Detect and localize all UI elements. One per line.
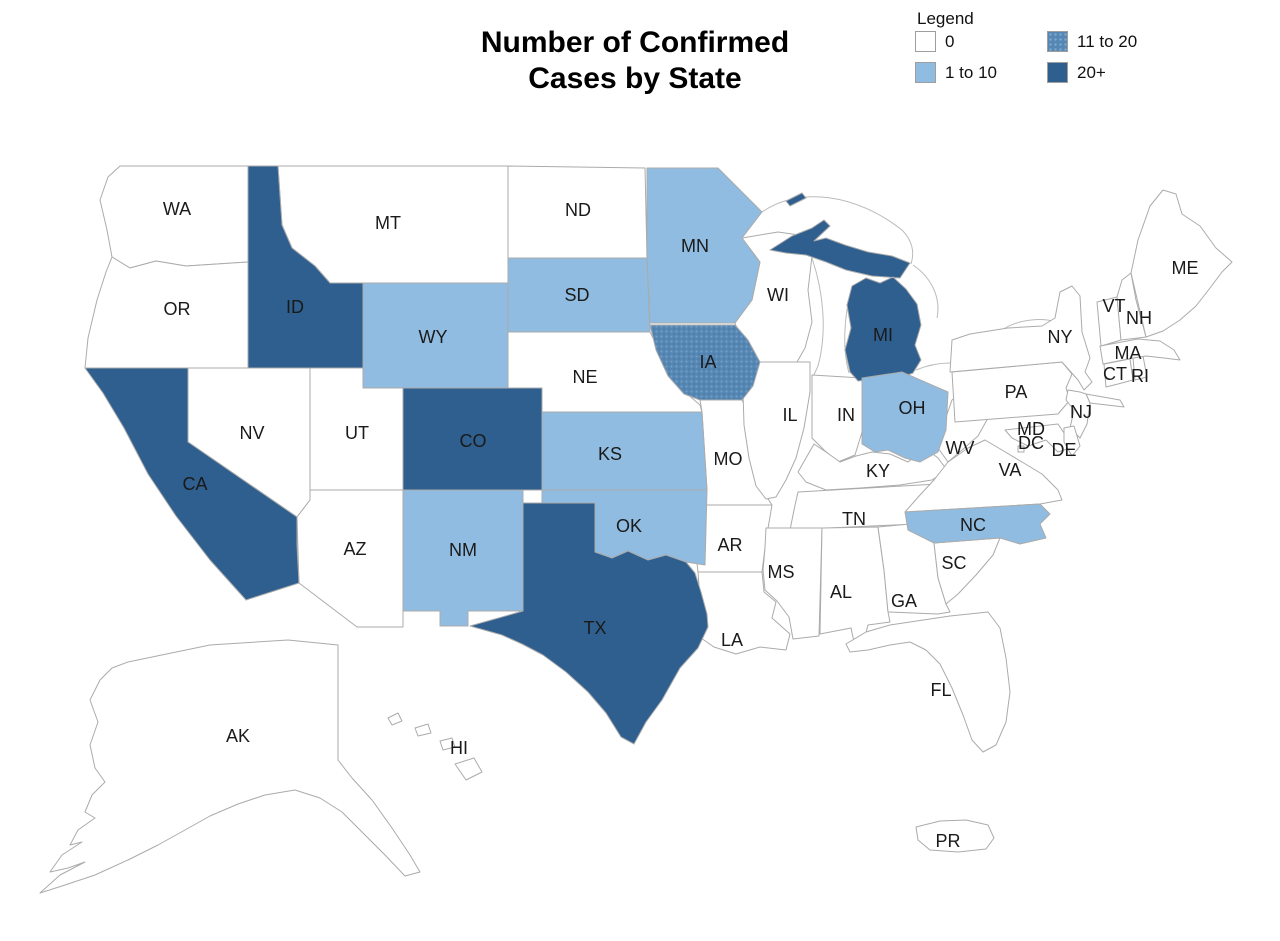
state-label-al: AL bbox=[830, 582, 852, 602]
lake-outline bbox=[912, 264, 939, 319]
legend-swatch bbox=[915, 31, 936, 52]
state-label-md: MD bbox=[1017, 419, 1045, 439]
legend-item-label: 20+ bbox=[1077, 62, 1106, 82]
legend-swatch bbox=[915, 62, 936, 83]
state-label-la: LA bbox=[721, 630, 743, 650]
state-nc[interactable] bbox=[904, 503, 1051, 545]
state-label-ca: CA bbox=[182, 474, 207, 494]
state-label-nj: NJ bbox=[1070, 402, 1092, 422]
state-de[interactable] bbox=[1063, 425, 1081, 457]
state-label-nc: NC bbox=[960, 515, 986, 535]
state-label-nm: NM bbox=[449, 540, 477, 560]
chart-title-line2: Cases by State bbox=[528, 62, 742, 95]
state-label-ny: NY bbox=[1047, 327, 1072, 347]
state-md[interactable] bbox=[1004, 423, 1071, 453]
chart-title-line1: Number of Confirmed bbox=[480, 26, 790, 59]
state-label-az: AZ bbox=[343, 539, 366, 559]
state-label-mn: MN bbox=[681, 236, 709, 256]
state-label-ar: AR bbox=[717, 535, 742, 555]
legend-swatch bbox=[1047, 31, 1068, 52]
legend-title: Legend bbox=[917, 9, 974, 28]
state-label-wv: WV bbox=[946, 438, 975, 458]
state-label-wa: WA bbox=[163, 199, 191, 219]
state-ma[interactable] bbox=[1099, 338, 1181, 365]
legend-item-0: 0 bbox=[915, 31, 954, 52]
legend-item-20-: 20+ bbox=[1047, 62, 1106, 83]
state-label-oh: OH bbox=[899, 398, 926, 418]
state-label-ks: KS bbox=[598, 444, 622, 464]
state-label-dc: DC bbox=[1018, 433, 1044, 453]
chart-title: Number of Confirmed Cases by State bbox=[335, 25, 935, 97]
legend-item-1-10: 1 to 10 bbox=[915, 62, 997, 83]
state-fl[interactable] bbox=[845, 611, 1011, 753]
state-label-nd: ND bbox=[565, 200, 591, 220]
state-oh[interactable] bbox=[861, 371, 949, 463]
state-label-tx: TX bbox=[583, 618, 606, 638]
state-sc[interactable] bbox=[933, 537, 1001, 605]
state-pr[interactable] bbox=[915, 819, 995, 853]
state-label-in: IN bbox=[837, 405, 855, 425]
state-label-ma: MA bbox=[1115, 343, 1142, 363]
state-sd[interactable] bbox=[507, 257, 651, 333]
state-label-il: IL bbox=[782, 405, 797, 425]
state-nh[interactable] bbox=[1116, 272, 1147, 341]
state-label-ms: MS bbox=[768, 562, 795, 582]
state-label-vt: VT bbox=[1102, 296, 1125, 316]
legend-item-label: 1 to 10 bbox=[945, 62, 997, 82]
legend-swatch bbox=[1047, 62, 1068, 83]
state-label-me: ME bbox=[1172, 258, 1199, 278]
state-label-mi: MI bbox=[873, 325, 893, 345]
state-va[interactable] bbox=[904, 439, 1063, 513]
state-id[interactable] bbox=[247, 165, 364, 369]
state-hi[interactable] bbox=[387, 712, 483, 781]
state-label-de: DE bbox=[1051, 440, 1076, 460]
state-label-fl: FL bbox=[930, 680, 951, 700]
state-label-co: CO bbox=[460, 431, 487, 451]
state-label-nv: NV bbox=[239, 423, 264, 443]
state-label-wy: WY bbox=[419, 327, 448, 347]
state-dc[interactable] bbox=[1017, 445, 1025, 453]
state-label-ky: KY bbox=[866, 461, 890, 481]
state-label-nh: NH bbox=[1126, 308, 1152, 328]
state-ia[interactable] bbox=[649, 324, 761, 401]
state-ca[interactable] bbox=[84, 367, 300, 601]
state-me[interactable] bbox=[1130, 189, 1233, 338]
state-label-tn: TN bbox=[842, 509, 866, 529]
state-label-ne: NE bbox=[572, 367, 597, 387]
state-label-ga: GA bbox=[891, 591, 917, 611]
state-label-ut: UT bbox=[345, 423, 369, 443]
state-label-id: ID bbox=[286, 297, 304, 317]
state-label-ct: CT bbox=[1103, 364, 1127, 384]
state-ks[interactable] bbox=[541, 411, 708, 491]
state-tx[interactable] bbox=[469, 502, 709, 745]
legend-item-11-20: 11 to 20 bbox=[1047, 31, 1137, 52]
state-label-ia: IA bbox=[699, 352, 716, 372]
state-label-ri: RI bbox=[1131, 366, 1149, 386]
state-mi[interactable] bbox=[769, 192, 922, 382]
state-label-hi: HI bbox=[450, 738, 468, 758]
state-label-sd: SD bbox=[564, 285, 589, 305]
state-mn[interactable] bbox=[646, 167, 763, 324]
state-label-ok: OK bbox=[616, 516, 642, 536]
state-label-va: VA bbox=[999, 460, 1022, 480]
legend-item-label: 0 bbox=[945, 31, 955, 51]
legend-item-label: 11 to 20 bbox=[1077, 31, 1138, 51]
state-label-mt: MT bbox=[375, 213, 401, 233]
lake-outline bbox=[811, 257, 824, 378]
state-label-pa: PA bbox=[1005, 382, 1028, 402]
state-label-ak: AK bbox=[226, 726, 250, 746]
state-ak[interactable] bbox=[39, 639, 421, 894]
state-label-sc: SC bbox=[941, 553, 966, 573]
state-label-pr: PR bbox=[935, 831, 960, 851]
state-label-mo: MO bbox=[714, 449, 743, 469]
state-il[interactable] bbox=[742, 361, 811, 500]
state-label-wi: WI bbox=[767, 285, 789, 305]
state-label-or: OR bbox=[164, 299, 191, 319]
